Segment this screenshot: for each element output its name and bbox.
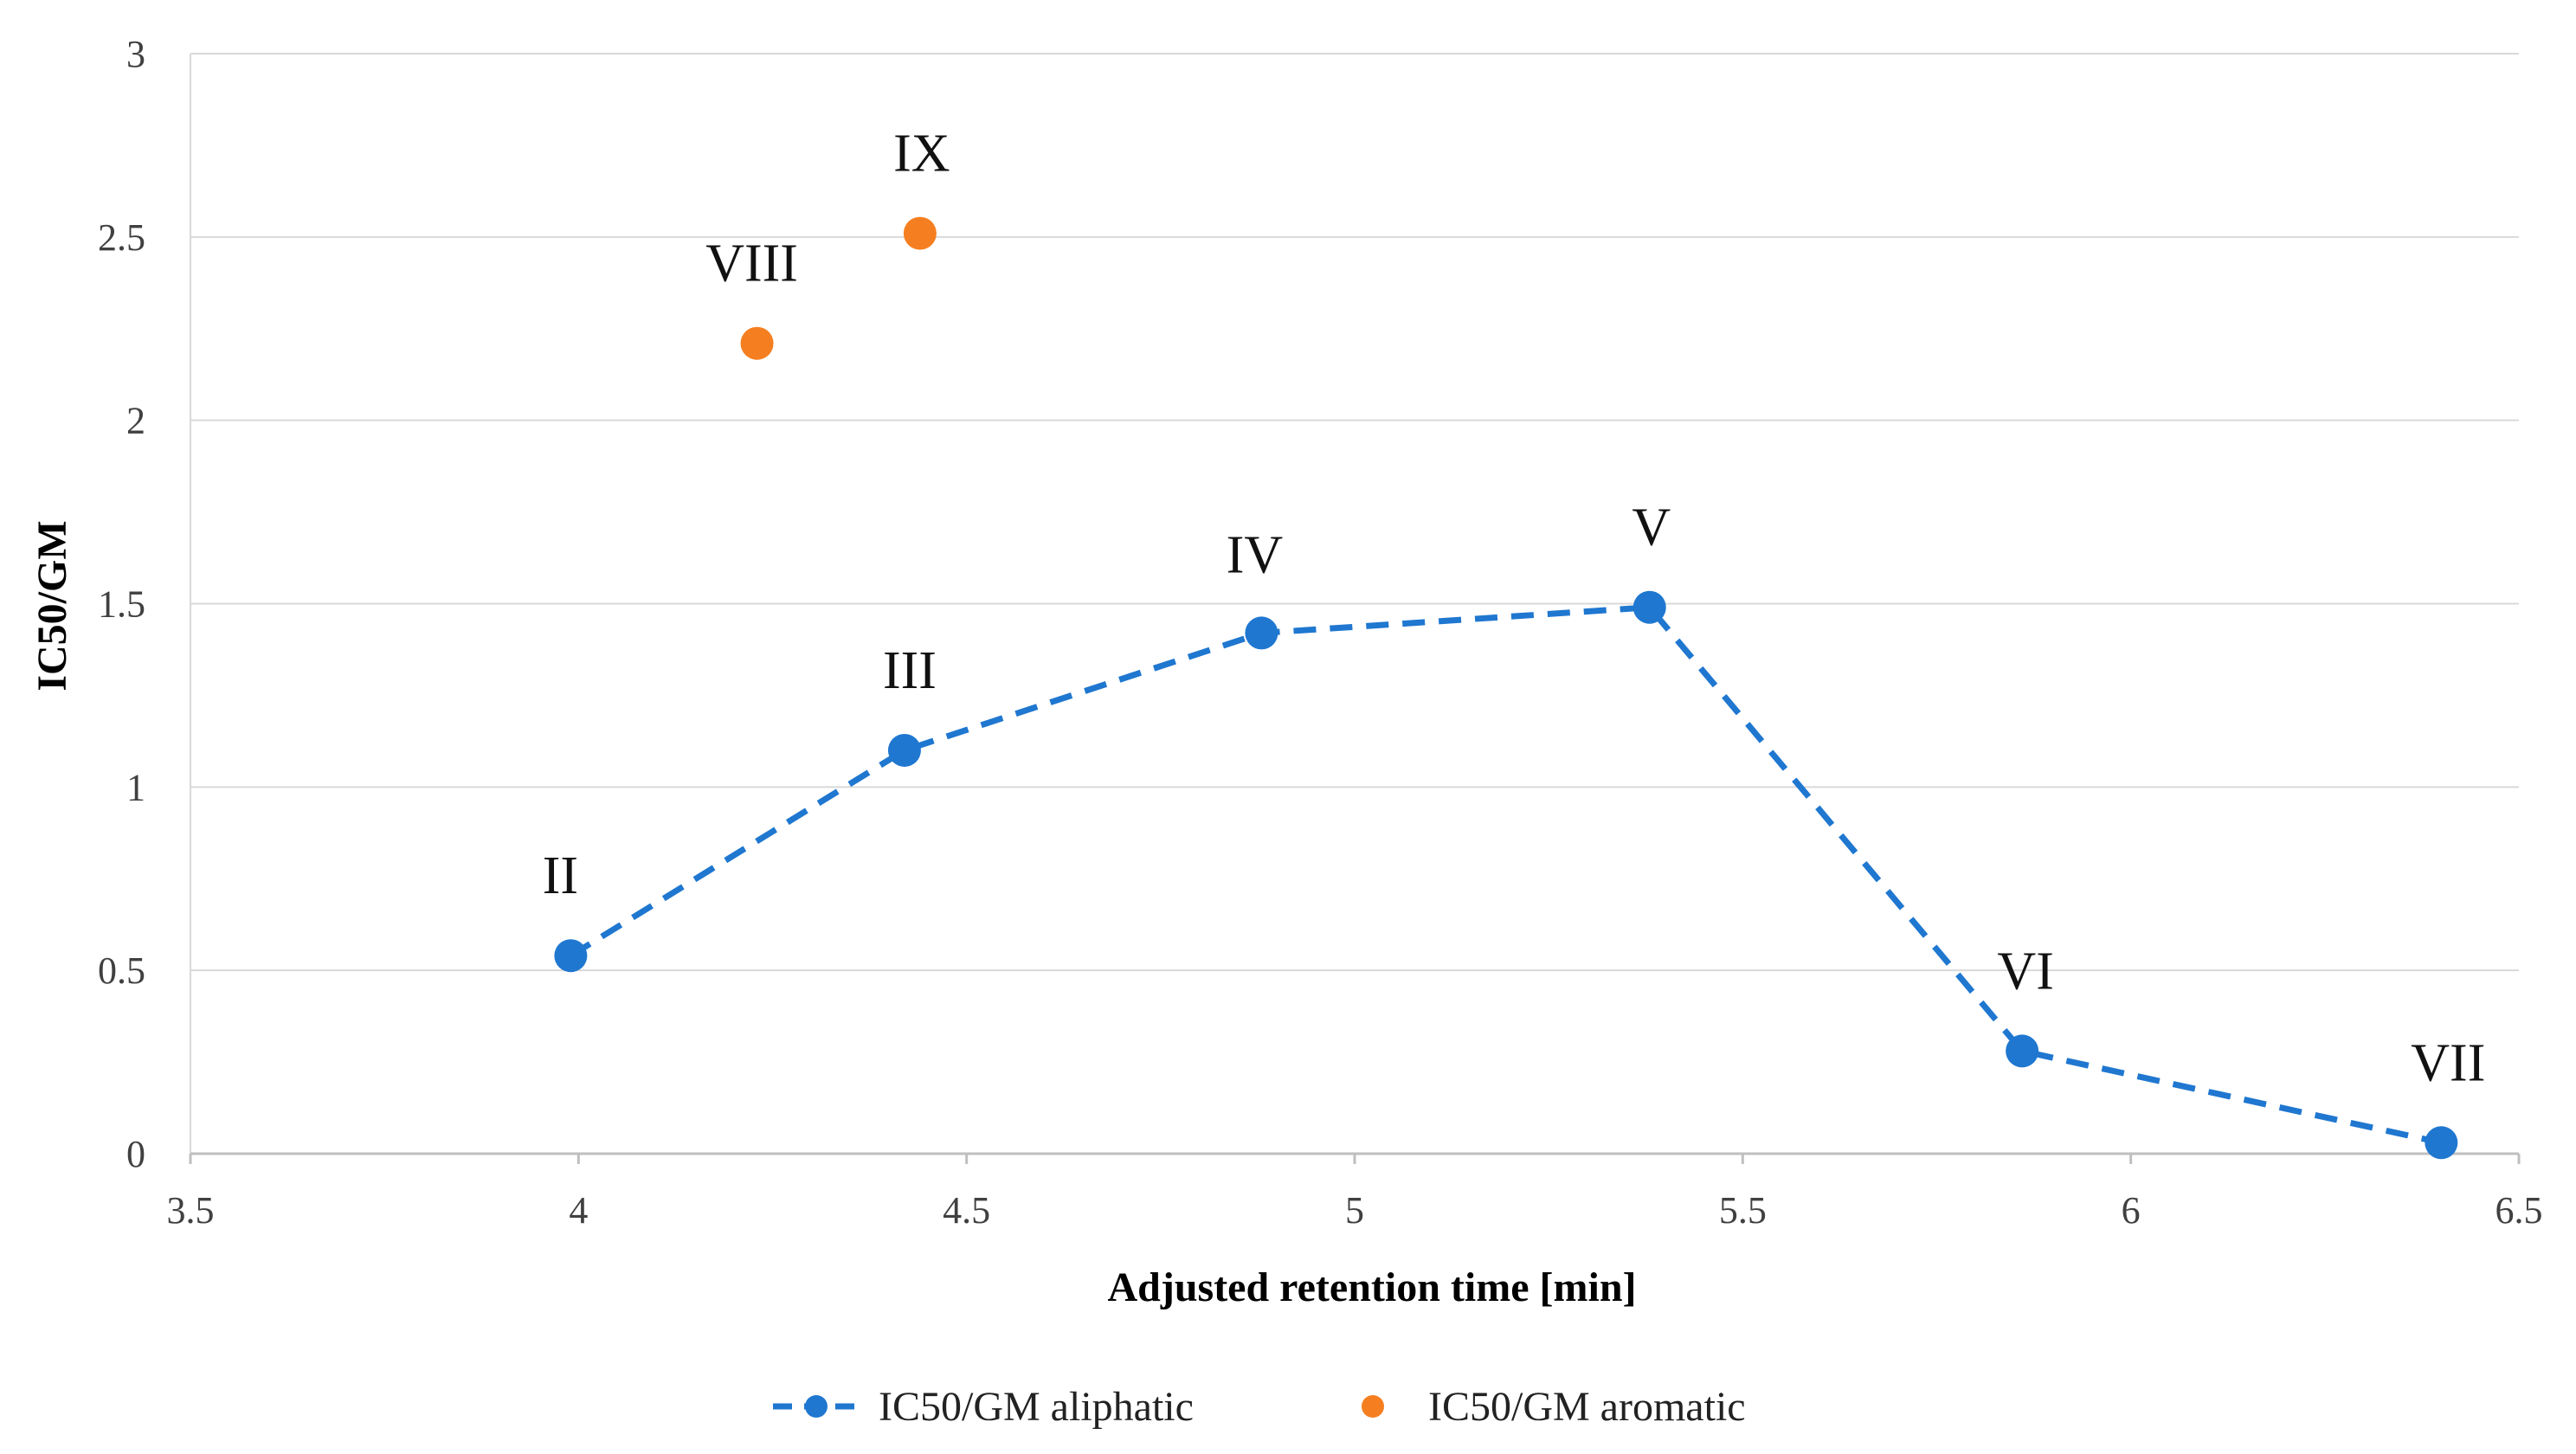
data-point-aliphatic-vi[interactable] (2006, 1034, 2039, 1068)
x-axis-title: Adjusted retention time [min] (1107, 1264, 1636, 1310)
grid-lines (190, 53, 2519, 972)
series-aliphatic-line (569, 604, 2443, 1146)
x-tick-label: 5 (1345, 1189, 1364, 1232)
legend-aromatic-marker-icon (1362, 1395, 1384, 1418)
y-tick-label: 3 (126, 33, 145, 75)
y-tick-label: 0.5 (98, 949, 145, 992)
x-tick-label: 4 (569, 1189, 588, 1232)
point-label-v: V (1632, 499, 1671, 557)
point-label-ii: II (543, 846, 578, 905)
x-tick-label: 4.5 (943, 1189, 990, 1232)
legend: IC50/GM aliphatic IC50/GM aromatic (773, 1384, 1746, 1430)
x-tick-label: 3.5 (167, 1189, 215, 1232)
y-tick-label: 2 (126, 400, 145, 442)
point-label-iii: III (883, 641, 937, 700)
data-point-aromatic-viii[interactable] (740, 326, 774, 360)
x-tick-label: 6.5 (2496, 1189, 2543, 1232)
point-label-iv: IV (1227, 525, 1284, 584)
legend-aromatic-label: IC50/GM aromatic (1428, 1384, 1746, 1430)
legend-aliphatic-label: IC50/GM aliphatic (879, 1384, 1194, 1430)
point-label-vi: VI (1997, 942, 2053, 1000)
x-tick-label: 5.5 (1719, 1189, 1767, 1232)
data-point-aliphatic-ii[interactable] (554, 939, 588, 973)
y-tick-label: 0 (126, 1133, 145, 1175)
data-point-aliphatic-vii[interactable] (2425, 1126, 2458, 1160)
y-tick-label: 2.5 (98, 216, 145, 259)
y-tick-label: 1 (126, 766, 145, 808)
y-axis-title: IC50/GM (29, 520, 75, 691)
data-point-aromatic-ix[interactable] (903, 216, 937, 250)
point-label-vii: VII (2411, 1033, 2485, 1092)
legend-aliphatic-marker-icon (805, 1395, 828, 1418)
plot-area (554, 216, 2458, 1160)
x-tick-label: 6 (2122, 1189, 2141, 1232)
point-label-viii: VIII (705, 235, 798, 293)
data-point-aliphatic-iii[interactable] (887, 733, 921, 767)
data-point-aliphatic-iv[interactable] (1245, 616, 1278, 650)
axes: 0 0.5 1 1.5 2 2.5 3 3.5 4 4.5 5 5.5 6 6.5 (98, 33, 2543, 1232)
y-tick-label: 1.5 (98, 583, 145, 626)
data-point-aliphatic-v[interactable] (1633, 590, 1666, 624)
point-label-ix: IX (893, 125, 950, 183)
